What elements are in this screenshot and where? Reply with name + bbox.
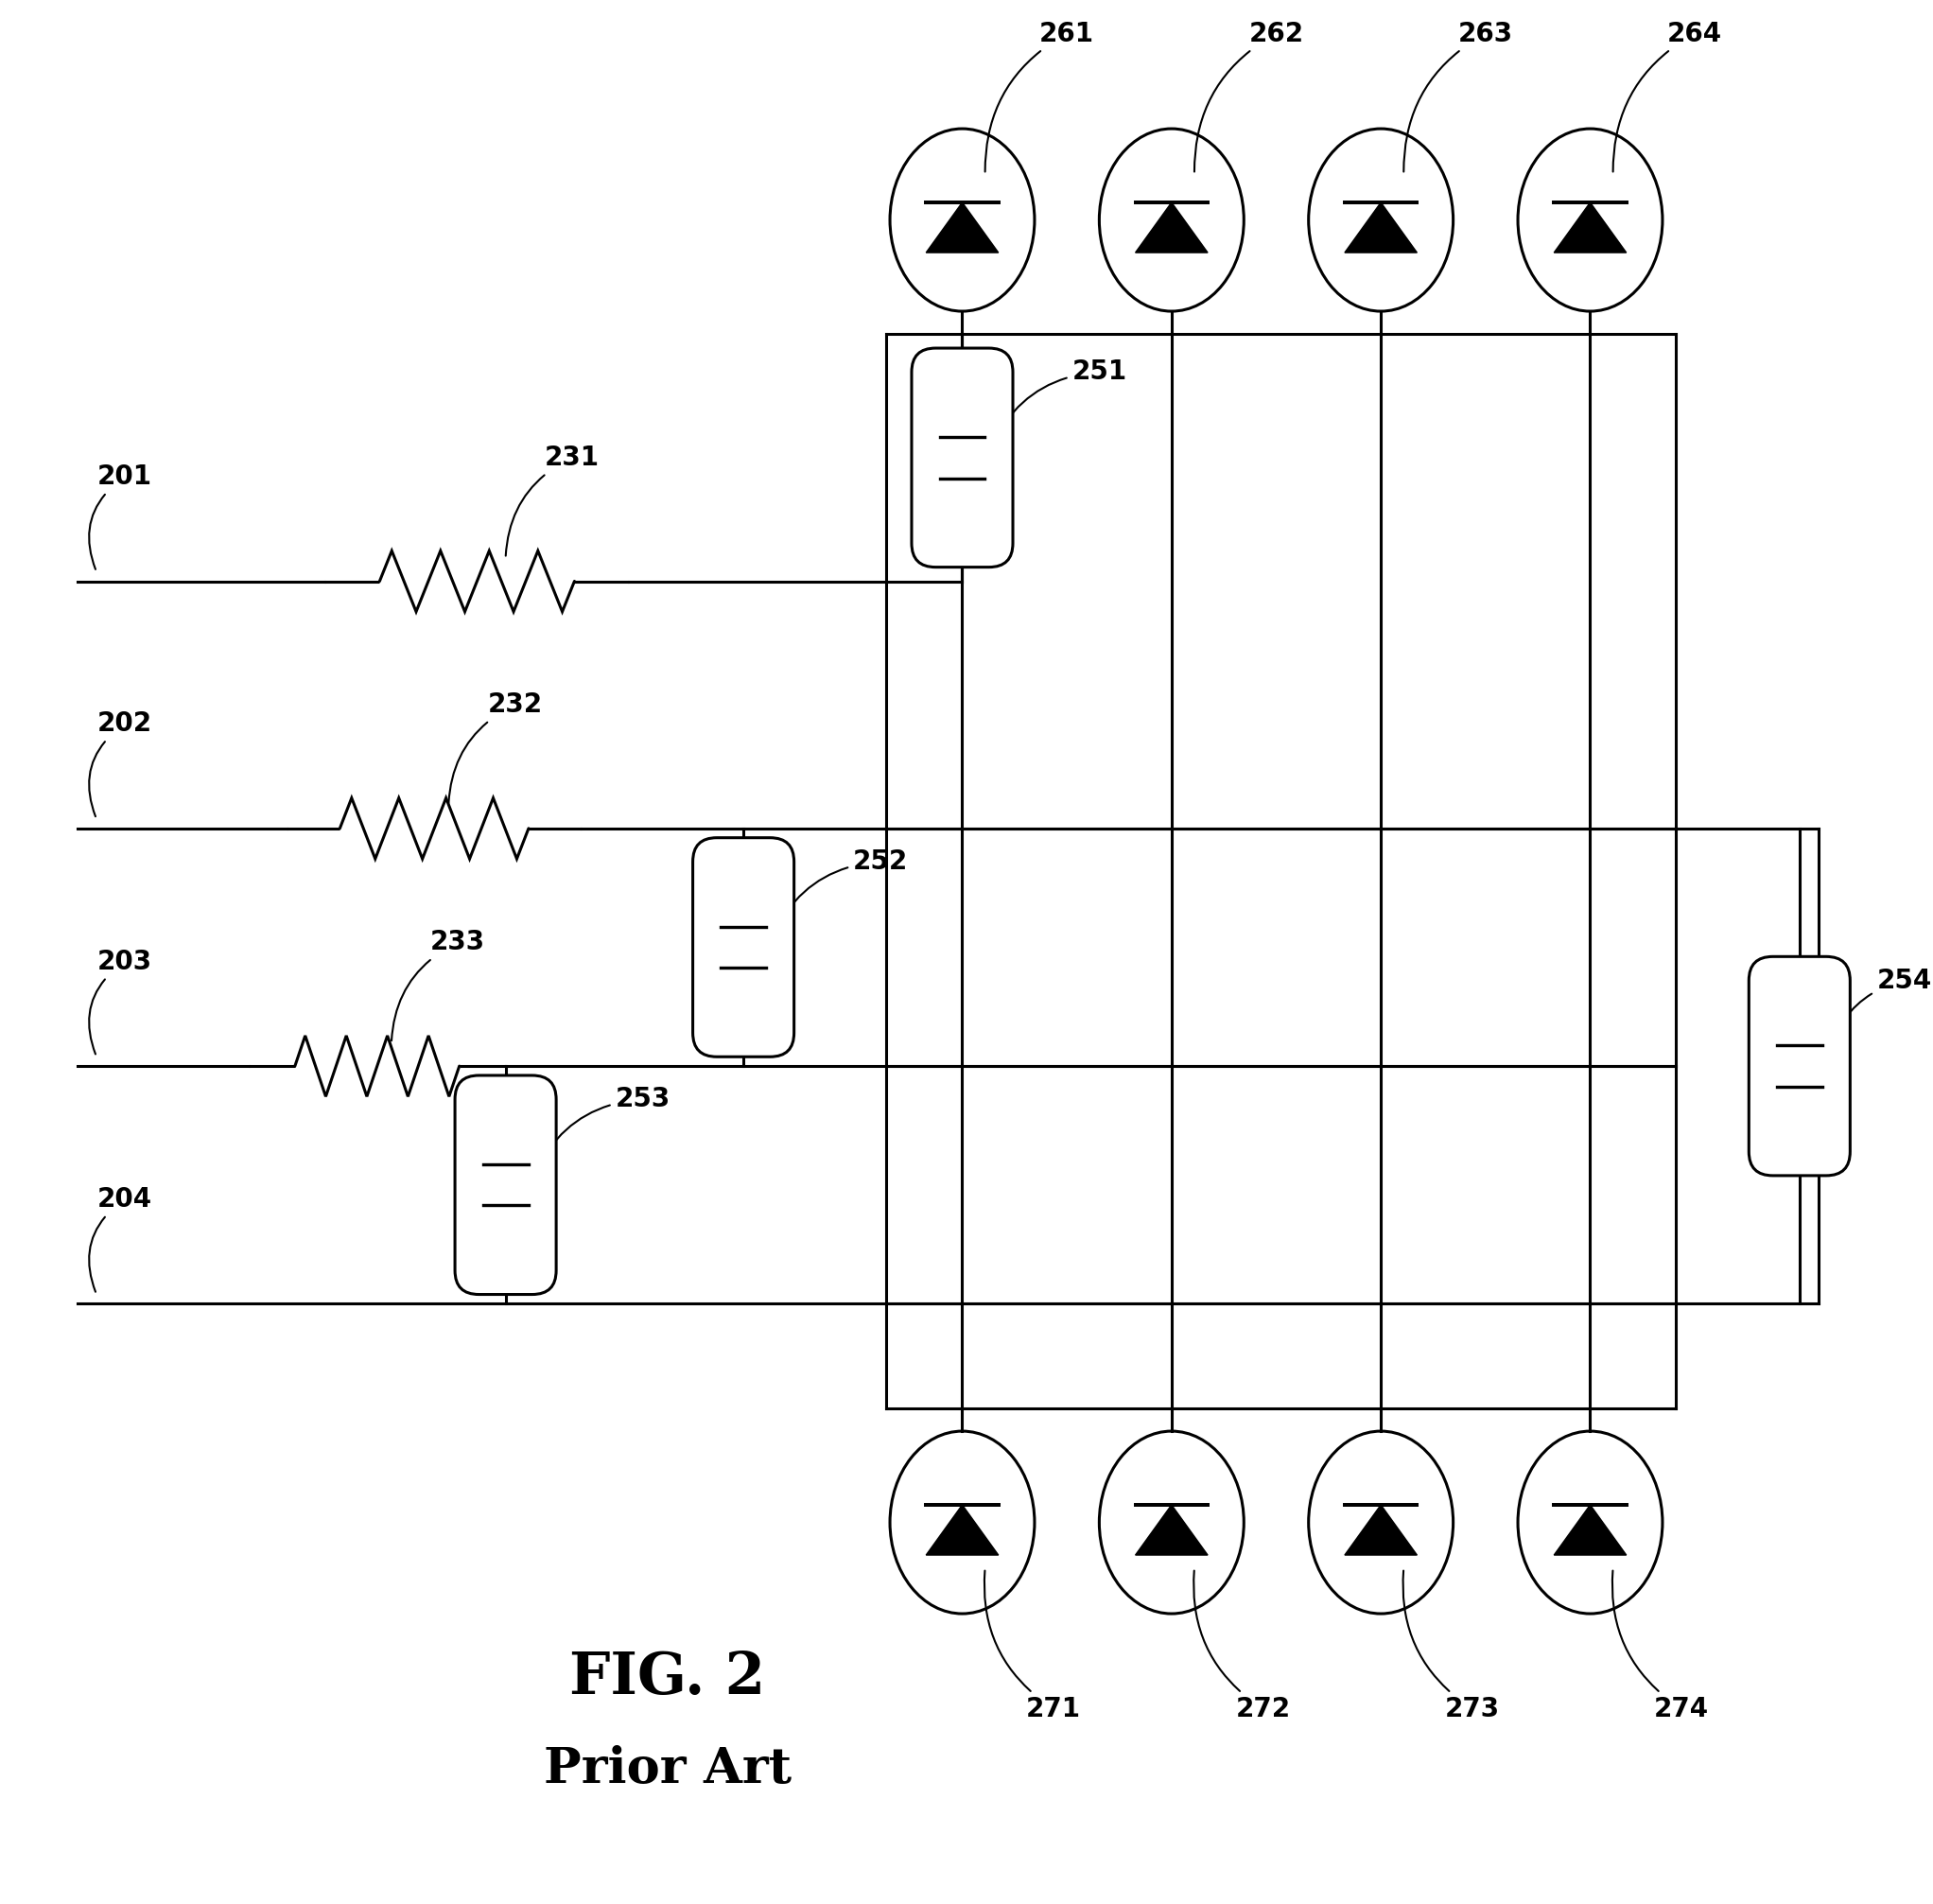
Text: 231: 231 xyxy=(506,444,599,556)
Text: 232: 232 xyxy=(448,691,543,803)
Text: 201: 201 xyxy=(89,463,153,569)
FancyBboxPatch shape xyxy=(912,348,1013,567)
Text: 253: 253 xyxy=(535,1085,671,1173)
Polygon shape xyxy=(1345,1504,1417,1556)
FancyBboxPatch shape xyxy=(1749,956,1850,1175)
Polygon shape xyxy=(1135,1504,1208,1556)
Text: 254: 254 xyxy=(1829,967,1931,1055)
Text: 251: 251 xyxy=(992,358,1127,446)
Polygon shape xyxy=(1554,1504,1626,1556)
Text: 233: 233 xyxy=(392,929,485,1041)
FancyBboxPatch shape xyxy=(692,838,794,1057)
Text: 204: 204 xyxy=(89,1186,153,1291)
Text: 263: 263 xyxy=(1403,21,1514,171)
Text: FIG. 2: FIG. 2 xyxy=(570,1651,765,1706)
Text: 273: 273 xyxy=(1403,1571,1500,1721)
Text: 252: 252 xyxy=(773,849,909,935)
Polygon shape xyxy=(926,1504,999,1556)
Text: 274: 274 xyxy=(1612,1571,1709,1721)
Text: 203: 203 xyxy=(89,948,153,1055)
Text: 272: 272 xyxy=(1195,1571,1291,1721)
Polygon shape xyxy=(1135,202,1208,253)
Text: 262: 262 xyxy=(1195,21,1303,171)
Polygon shape xyxy=(1554,202,1626,253)
Text: Prior Art: Prior Art xyxy=(543,1746,791,1794)
Polygon shape xyxy=(926,202,999,253)
Polygon shape xyxy=(1345,202,1417,253)
Text: 264: 264 xyxy=(1612,21,1722,171)
Text: 202: 202 xyxy=(89,710,153,817)
FancyBboxPatch shape xyxy=(454,1076,557,1295)
Text: 271: 271 xyxy=(984,1571,1081,1721)
Text: 261: 261 xyxy=(986,21,1094,171)
